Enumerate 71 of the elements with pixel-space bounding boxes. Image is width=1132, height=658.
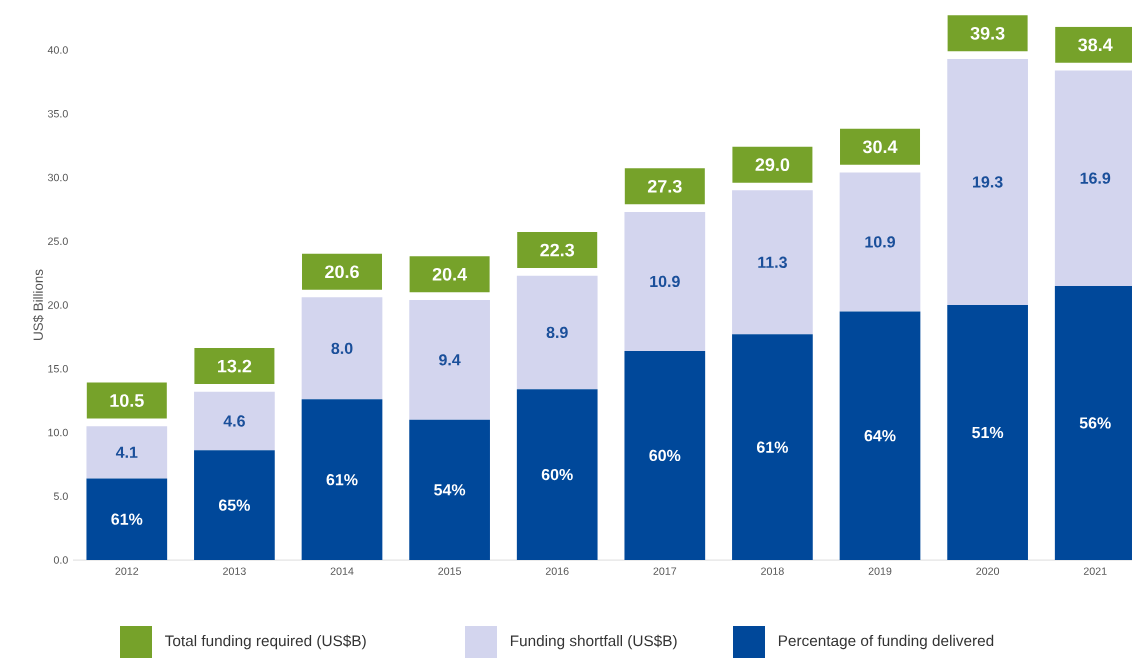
total-label: 30.4 <box>862 140 898 154</box>
y-tick-label: 30.0 <box>47 173 68 182</box>
bar <box>947 58 1028 305</box>
total-label: 27.3 <box>647 179 682 193</box>
bar <box>194 391 275 451</box>
y-tick-label: 35.0 <box>47 109 68 118</box>
bar <box>516 389 598 560</box>
bar <box>947 305 1028 560</box>
bar <box>624 211 706 351</box>
total-label: 13.2 <box>218 359 252 373</box>
x-tick-label: 2012 <box>115 567 139 575</box>
data-label: 8.0 <box>331 342 353 355</box>
total-label: 22.3 <box>540 243 575 257</box>
bar <box>194 450 275 560</box>
x-tick-label: 2016 <box>545 567 569 575</box>
data-label: 4.6 <box>223 415 245 427</box>
legend-label: Percentage of funding delivered <box>778 634 994 650</box>
total-label: 10.5 <box>110 394 144 407</box>
text: Total funding required (US$B) <box>165 634 366 650</box>
total-label: 29.0 <box>755 158 790 172</box>
y-tick-label: 25.0 <box>48 237 68 246</box>
y-tick-label: 40.0 <box>47 46 68 54</box>
total-label: 20.6 <box>325 265 359 279</box>
annotation: 51% <box>972 426 1004 439</box>
y-tick-label: 10.0 <box>48 428 68 437</box>
x-tick-label: 2017 <box>653 567 677 575</box>
data-label: 19.3 <box>973 176 1003 188</box>
y-tick-label: 20.0 <box>48 301 68 309</box>
data-label: 16.9 <box>1080 172 1111 184</box>
annotation: 60% <box>541 468 573 481</box>
x-tick-label: 2014 <box>330 567 354 575</box>
bar <box>624 350 706 560</box>
total-label: 20.4 <box>432 267 468 281</box>
y-tick-label: 5.0 <box>53 492 68 501</box>
annotation: 56% <box>1079 417 1111 429</box>
data-label: 9.4 <box>439 354 461 366</box>
annotation: 61% <box>756 441 788 453</box>
x-tick-label: 2018 <box>761 567 784 575</box>
annotation: 64% <box>864 430 896 442</box>
bar <box>732 190 813 335</box>
data-label: 11.3 <box>758 256 787 268</box>
bar <box>86 426 168 479</box>
bar <box>86 478 168 560</box>
bar <box>732 334 813 560</box>
bar <box>301 399 383 560</box>
annotation: 60% <box>649 449 681 462</box>
annotation: 54% <box>434 484 466 496</box>
annotation: 61% <box>326 474 358 486</box>
data-label: 10.9 <box>650 275 680 288</box>
bar <box>839 311 921 560</box>
bar <box>839 172 921 312</box>
bar <box>301 297 383 400</box>
total-label: 39.3 <box>970 26 1005 40</box>
legend-label: Funding shortfall (US$B) <box>510 634 677 650</box>
bar <box>516 275 598 390</box>
data-label: 4.1 <box>115 446 138 458</box>
annotation: 61% <box>111 513 143 525</box>
x-tick-label: 2013 <box>223 567 246 575</box>
total-label: 38.4 <box>1078 38 1113 52</box>
data-label: 8.9 <box>546 326 568 339</box>
y-tick-label: 0.0 <box>53 556 68 564</box>
y-tick-label: 15.0 <box>48 364 68 373</box>
bar <box>409 299 490 420</box>
annotation: 65% <box>218 499 250 511</box>
x-tick-label: 2015 <box>438 567 462 575</box>
x-tick-label: 2020 <box>976 567 1000 575</box>
x-tick-label: 2021 <box>1083 567 1107 575</box>
x-tick-label: 2019 <box>868 567 892 575</box>
data-label: 10.9 <box>865 236 895 248</box>
bar <box>409 419 490 560</box>
y-axis-title: US$ Billions <box>32 269 44 340</box>
